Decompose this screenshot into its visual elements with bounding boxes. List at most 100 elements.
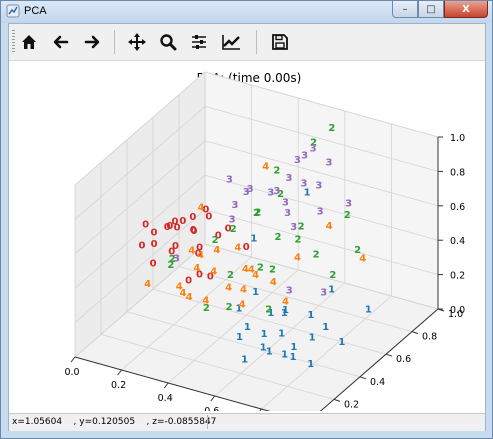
data-point-digit: 4 (248, 265, 255, 276)
data-point-digit: 2 (310, 137, 317, 148)
data-point-digit: 2 (269, 265, 276, 276)
data-point-digit: 0 (172, 241, 179, 252)
grid-line (74, 140, 206, 255)
back-button[interactable] (49, 30, 73, 54)
edit-axis-button[interactable] (219, 30, 243, 54)
figure-canvas-window: PCA: (time 0.00s) 0.00.20.40.60.81.00.00… (8, 23, 486, 439)
status-bar: x=1.05604 , y=0.120505 , z=-0.0855847 (9, 413, 485, 431)
data-point-digit: 4 (240, 285, 247, 296)
data-point-digit: 0 (215, 231, 222, 242)
data-point-digit: 1 (309, 333, 316, 344)
pan-button[interactable] (125, 30, 149, 54)
subplots-button[interactable] (187, 30, 211, 54)
data-point-digit: 0 (207, 271, 214, 282)
z-tick-label: 0.0 (450, 305, 465, 316)
status-separator (207, 415, 208, 429)
data-point-digit: 1 (307, 310, 314, 321)
data-point-digit: 3 (300, 178, 307, 189)
axes-grid (74, 71, 439, 423)
z-tick-label: 0.4 (450, 236, 465, 247)
title-bar[interactable]: PCA – □ X (1, 1, 492, 23)
move-icon (128, 33, 146, 51)
data-point-digit: 1 (282, 305, 289, 316)
home-button[interactable] (17, 30, 41, 54)
maximize-icon: □ (426, 3, 436, 15)
data-point-digit: 4 (210, 267, 217, 278)
grid-line (74, 71, 206, 186)
y-tick-label: 0.2 (344, 399, 359, 410)
toolbar-grip[interactable] (12, 30, 15, 54)
data-point-digit: 2 (167, 260, 174, 271)
data-point-digit: 0 (164, 222, 171, 233)
data-point-digit: 3 (317, 207, 324, 218)
plot-area[interactable]: PCA: (time 0.00s) 0.00.20.40.60.81.00.00… (9, 61, 485, 439)
x-tick-mark (163, 382, 169, 389)
data-point-digit: 1 (278, 329, 285, 340)
data-point-digit: 3 (294, 155, 301, 166)
data-point-digit: 3 (229, 214, 236, 225)
data-point-digit: 1 (304, 188, 311, 199)
data-point-digit: 1 (365, 305, 372, 316)
data-point-digit: 4 (180, 288, 187, 299)
z-tick-label: 0.2 (450, 271, 465, 282)
data-point-digit: 1 (281, 308, 288, 319)
forward-button[interactable] (80, 30, 104, 54)
data-point-digit: 0 (205, 211, 212, 222)
grid-line (261, 295, 392, 410)
x-tick-label: 0.2 (111, 380, 126, 391)
grid-line (74, 243, 206, 358)
data-point-digit: 2 (354, 245, 361, 256)
data-point-digit: 2 (274, 232, 281, 243)
data-point-digit: 4 (326, 221, 333, 232)
data-point-digit: 4 (197, 202, 204, 213)
grid-line (167, 269, 299, 384)
data-point-digit: 2 (344, 210, 351, 221)
data-point-digit: 3 (310, 144, 317, 155)
pca-3d-scatter[interactable]: PCA: (time 0.00s) 0.00.20.40.60.81.00.00… (9, 61, 485, 439)
data-point-digit: 3 (226, 175, 233, 186)
save-button[interactable] (268, 30, 292, 54)
data-point-digit: 4 (270, 277, 277, 288)
data-point-digit: 1 (252, 287, 259, 298)
maximize-button[interactable]: □ (418, 1, 444, 18)
data-point-digit: 1 (250, 234, 257, 245)
data-point-digit: 4 (225, 282, 232, 293)
data-point-digit: 4 (213, 245, 220, 256)
data-point-digit: 3 (290, 222, 297, 233)
x-tick-label: 0.0 (64, 367, 79, 378)
data-point-digit: 4 (193, 263, 200, 274)
y-axis-line (307, 308, 439, 423)
grid-line (74, 106, 206, 220)
data-point-digit: 1 (267, 308, 274, 319)
floppy-disk-icon (272, 34, 288, 50)
x-tick-mark (210, 395, 216, 402)
data-point-digit: 3 (345, 199, 352, 210)
data-point-digit: 2 (328, 123, 335, 134)
y-tick-label: 0.8 (422, 332, 437, 343)
data-point-digit: 1 (338, 337, 345, 348)
data-point-digit: 0 (243, 242, 250, 253)
data-point-digit: 4 (282, 296, 289, 307)
data-point-digit: 0 (185, 276, 192, 287)
grid-line (121, 256, 252, 371)
minimize-icon: – (402, 3, 408, 15)
arrow-left-icon (53, 35, 69, 49)
data-point-digit: 4 (239, 299, 246, 310)
data-point-digit: 2 (257, 262, 264, 273)
data-point-digit: 3 (320, 288, 327, 299)
minimize-button[interactable]: – (392, 1, 418, 18)
y-tick-label: 0.4 (370, 377, 385, 388)
data-point-digit: 0 (195, 249, 202, 260)
grid-line (204, 174, 439, 241)
data-point-digit: 1 (307, 359, 314, 370)
grid-line (204, 243, 439, 310)
zoom-button[interactable] (156, 30, 180, 54)
grid-line (126, 311, 361, 378)
grid-line (214, 282, 346, 397)
close-button[interactable]: X (444, 1, 488, 18)
data-point-digit: 2 (230, 224, 237, 235)
data-point-digit: 3 (315, 181, 322, 192)
data-point-digit: 4 (252, 270, 259, 281)
